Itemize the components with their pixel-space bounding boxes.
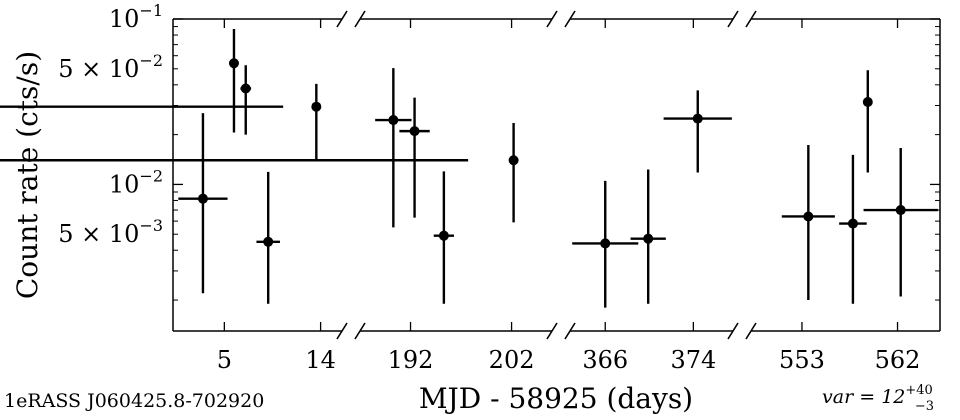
axis-break-mark xyxy=(546,10,558,28)
variability-name: var xyxy=(822,386,854,408)
y-tick-label: 5 × 10−2 xyxy=(58,51,163,83)
data-marker xyxy=(388,115,399,126)
y-tick-exponent: −2 xyxy=(139,51,163,70)
data-marker xyxy=(862,96,873,107)
data-marker xyxy=(240,83,251,94)
axis-break-mark xyxy=(564,10,576,28)
y-tick-exponent: −2 xyxy=(139,166,163,185)
data-marker xyxy=(228,58,239,69)
y-tick-label: 10−1 xyxy=(109,1,163,33)
variability-minus-error: −3 xyxy=(914,399,934,414)
y-tick-exponent: −1 xyxy=(139,1,163,20)
data-marker xyxy=(895,205,906,216)
x-tick-label: 366 xyxy=(582,346,628,374)
data-point xyxy=(256,171,280,304)
data-point xyxy=(375,68,412,228)
axis-break-mark xyxy=(546,322,558,340)
axis-break-mark xyxy=(564,322,576,340)
data-marker xyxy=(508,155,519,166)
y-axis-title: Count rate (cts/s) xyxy=(11,51,44,299)
data-point xyxy=(572,180,639,308)
y-tick-base: 5 × 10 xyxy=(58,55,139,83)
x-tick-label: 553 xyxy=(779,346,825,374)
data-marker xyxy=(803,211,814,222)
axis-break-mark xyxy=(745,10,757,28)
axis-break-mark xyxy=(336,10,348,28)
y-tick-base: 5 × 10 xyxy=(58,220,139,248)
x-tick-label: 562 xyxy=(875,346,921,374)
data-marker xyxy=(311,101,322,112)
data-marker xyxy=(692,113,703,124)
data-points xyxy=(0,29,938,308)
axes-frame xyxy=(172,10,941,340)
data-marker xyxy=(643,233,654,244)
x-tick-label: 202 xyxy=(489,346,535,374)
y-tick-exponent: −3 xyxy=(139,216,163,235)
axis-break-mark xyxy=(745,322,757,340)
data-marker xyxy=(197,193,208,204)
x-tick-label: 374 xyxy=(670,346,716,374)
data-point xyxy=(0,83,322,160)
data-point xyxy=(862,70,873,173)
data-point xyxy=(178,113,228,294)
data-marker xyxy=(847,218,858,229)
variability-value: 12 xyxy=(881,386,906,408)
x-axis-title: MJD - 58925 (days) xyxy=(419,382,693,415)
source-name-label: 1eRASS J060425.8-702920 xyxy=(4,390,265,412)
data-marker xyxy=(438,230,449,241)
axis-break-mark xyxy=(727,10,739,28)
axis-break-mark xyxy=(336,322,348,340)
data-marker xyxy=(263,236,274,247)
data-point xyxy=(630,169,666,304)
x-tick-label: 5 xyxy=(217,346,232,374)
data-point xyxy=(663,90,732,173)
data-point xyxy=(781,145,835,301)
y-tick-label: 5 × 10−3 xyxy=(58,216,163,248)
data-point xyxy=(0,123,519,223)
tick-labels: 10−15 × 10−210−25 × 10−35 14 192 202 366 374 5… xyxy=(11,1,920,415)
axis-break-mark xyxy=(354,10,366,28)
data-marker xyxy=(600,238,611,249)
y-tick-base: 10 xyxy=(109,170,140,198)
x-tick-label: 192 xyxy=(388,346,434,374)
y-tick-base: 10 xyxy=(109,5,140,33)
data-point xyxy=(863,148,938,297)
data-point xyxy=(839,154,867,304)
x-tick-label: 14 xyxy=(305,346,336,374)
data-point xyxy=(228,29,239,133)
axis-break-mark xyxy=(727,322,739,340)
data-point xyxy=(433,171,454,304)
data-point xyxy=(399,97,430,218)
data-marker xyxy=(409,126,420,137)
axis-break-mark xyxy=(354,322,366,340)
variability-plus-error: +40 xyxy=(905,383,933,398)
variability-label: var = 12+40−3 xyxy=(822,383,934,414)
y-tick-label: 10−2 xyxy=(109,166,163,198)
data-point xyxy=(240,65,252,135)
